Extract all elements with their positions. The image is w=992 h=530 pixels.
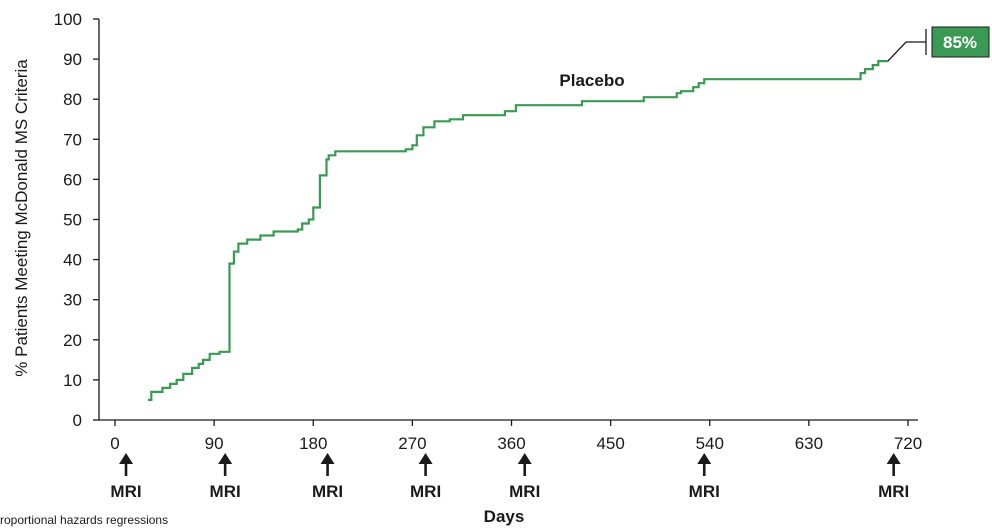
y-tick-label: 50 (63, 211, 82, 230)
x-tick-label: 360 (497, 434, 525, 453)
mri-marker: MRI (210, 453, 241, 501)
y-tick-label: 20 (63, 331, 82, 350)
up-arrow-icon (119, 453, 134, 464)
y-axis-title: % Patients Meeting McDonald MS Criteria (12, 59, 31, 377)
x-tick-label: 720 (894, 434, 922, 453)
y-tick-label: 30 (63, 291, 82, 310)
x-tick-label: 180 (299, 434, 327, 453)
mri-label: MRI (509, 482, 540, 501)
up-arrow-icon (886, 453, 901, 464)
end-value-annotation: 85% (887, 26, 990, 62)
mri-label: MRI (689, 482, 720, 501)
x-tick-label: 450 (596, 434, 624, 453)
y-tick-label: 90 (63, 50, 82, 69)
x-tick-label: 540 (696, 434, 724, 453)
up-arrow-icon (418, 453, 433, 464)
up-arrow-icon (697, 453, 712, 464)
y-tick-label: 60 (63, 170, 82, 189)
series-line-placebo (148, 60, 889, 401)
footnote: roportional hazards regressions (0, 513, 168, 527)
mri-label: MRI (110, 482, 141, 501)
mri-marker: MRI (312, 453, 343, 501)
mri-marker: MRI (878, 453, 909, 501)
up-arrow-icon (517, 453, 532, 464)
up-arrow-icon (320, 453, 335, 464)
mri-label: MRI (410, 482, 441, 501)
x-axis-title: Days (484, 507, 525, 526)
y-tick-label: 0 (73, 411, 82, 430)
mri-marker: MRI (689, 453, 720, 501)
x-tick-label: 630 (795, 434, 823, 453)
x-tick-label: 270 (398, 434, 426, 453)
y-tick-label: 10 (63, 371, 82, 390)
x-axis-ticks: 0 90 180 270 360 450 540 630 720 (110, 420, 922, 453)
y-tick-label: 40 (63, 251, 82, 270)
mri-marker: MRI (110, 453, 142, 501)
end-value-badge (931, 26, 990, 58)
y-tick-label: 80 (63, 90, 82, 109)
mri-label: MRI (312, 482, 343, 501)
mri-marker: MRI (509, 453, 540, 501)
y-axis-ticks: 0 10 20 30 40 50 60 70 80 90 100 (54, 10, 99, 430)
x-tick-label: 90 (205, 434, 224, 453)
x-tick-label: 0 (110, 434, 119, 453)
mri-label: MRI (210, 482, 241, 501)
mri-markers: MRI MRI MRI MRI MRI MRI MRI (110, 453, 909, 501)
end-value-leader-line (887, 41, 926, 62)
up-arrow-icon (218, 453, 233, 464)
mri-label: MRI (878, 482, 909, 501)
end-value-badge-text: 85% (943, 33, 977, 52)
mri-marker: MRI (410, 453, 441, 501)
series-layer (148, 60, 889, 401)
series-label-placebo: Placebo (559, 71, 624, 90)
y-tick-label: 100 (54, 10, 82, 29)
y-tick-label: 70 (63, 130, 82, 149)
